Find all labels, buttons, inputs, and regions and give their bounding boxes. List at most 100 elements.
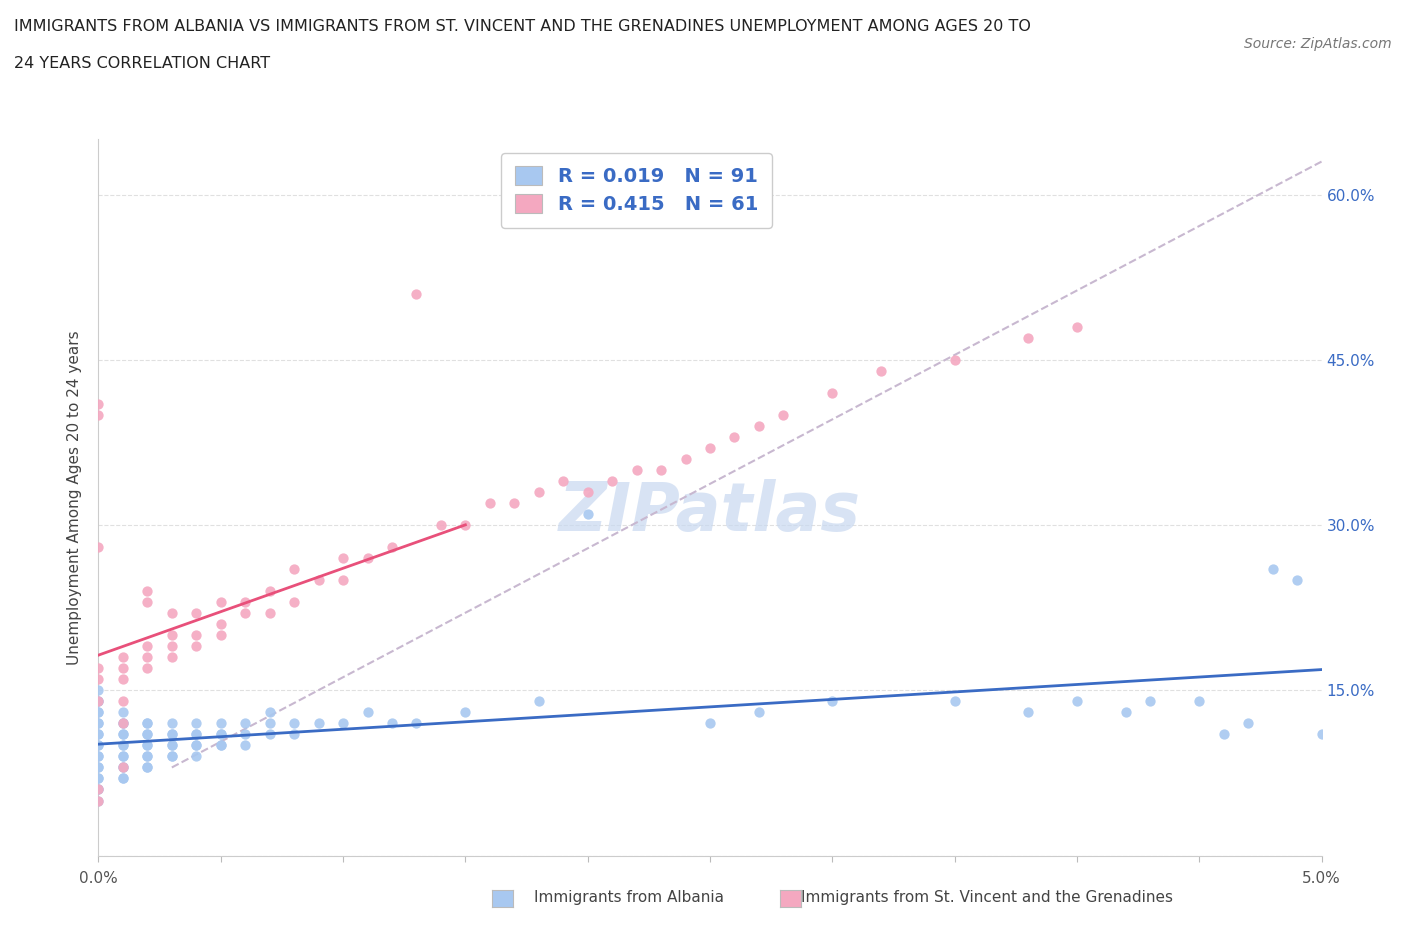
Point <box>186 738 208 753</box>
Point <box>283 727 305 742</box>
Point <box>356 551 378 565</box>
Point <box>111 749 134 764</box>
Point <box>136 749 159 764</box>
Point <box>527 694 550 709</box>
Legend: R = 0.019   N = 91, R = 0.415   N = 61: R = 0.019 N = 91, R = 0.415 N = 61 <box>502 153 772 228</box>
Point <box>1139 694 1161 709</box>
Point <box>430 518 453 533</box>
Point <box>111 760 134 775</box>
Point <box>1066 694 1088 709</box>
Point <box>111 661 134 676</box>
Point <box>111 727 134 742</box>
Point <box>87 771 110 786</box>
Point <box>87 793 110 808</box>
Point <box>1066 319 1088 334</box>
Point <box>870 364 893 379</box>
Point <box>87 738 110 753</box>
Point <box>527 485 550 499</box>
Point <box>332 716 354 731</box>
Point <box>405 286 427 301</box>
Point <box>478 496 501 511</box>
Y-axis label: Unemployment Among Ages 20 to 24 years: Unemployment Among Ages 20 to 24 years <box>67 330 83 665</box>
Point <box>111 694 134 709</box>
Point <box>259 584 281 599</box>
Point <box>772 407 794 422</box>
Point <box>233 716 256 731</box>
Point <box>111 716 134 731</box>
Point <box>1310 727 1333 742</box>
Point <box>259 727 281 742</box>
Point <box>259 605 281 620</box>
Point <box>87 694 110 709</box>
Point <box>111 738 134 753</box>
Point <box>111 650 134 665</box>
Point <box>1017 330 1039 345</box>
Point <box>87 705 110 720</box>
Point <box>748 418 770 433</box>
Point <box>160 727 183 742</box>
Point <box>209 716 232 731</box>
Point <box>111 749 134 764</box>
Text: IMMIGRANTS FROM ALBANIA VS IMMIGRANTS FROM ST. VINCENT AND THE GRENADINES UNEMPL: IMMIGRANTS FROM ALBANIA VS IMMIGRANTS FR… <box>14 19 1031 33</box>
Point <box>209 628 232 643</box>
Point <box>87 705 110 720</box>
Point <box>87 760 110 775</box>
Point <box>111 705 134 720</box>
Point <box>209 738 232 753</box>
Point <box>111 760 134 775</box>
Point <box>233 595 256 610</box>
Point <box>136 760 159 775</box>
Point <box>136 661 159 676</box>
Point <box>136 639 159 654</box>
Point <box>87 760 110 775</box>
Point <box>87 782 110 797</box>
Point <box>111 671 134 686</box>
Point <box>87 539 110 554</box>
Point <box>454 705 477 720</box>
Point <box>87 738 110 753</box>
Point <box>283 595 305 610</box>
Point <box>136 738 159 753</box>
Point <box>626 462 648 477</box>
Point <box>111 760 134 775</box>
Point <box>283 562 305 577</box>
Point <box>136 584 159 599</box>
Point <box>1188 694 1211 709</box>
Point <box>87 694 110 709</box>
Point <box>136 749 159 764</box>
Point <box>111 727 134 742</box>
Point <box>332 573 354 588</box>
Point <box>1237 716 1260 731</box>
Point <box>209 617 232 631</box>
Point <box>186 727 208 742</box>
Point <box>943 694 966 709</box>
Point <box>233 605 256 620</box>
Point <box>821 694 844 709</box>
Point <box>576 507 599 522</box>
Point <box>209 595 232 610</box>
Point <box>308 716 330 731</box>
Point <box>723 430 745 445</box>
Point <box>186 639 208 654</box>
Point <box>186 738 208 753</box>
Point <box>87 407 110 422</box>
Point <box>136 727 159 742</box>
Point <box>186 716 208 731</box>
Point <box>259 716 281 731</box>
Point <box>87 671 110 686</box>
Point <box>186 605 208 620</box>
Point <box>136 650 159 665</box>
Point <box>160 650 183 665</box>
Point <box>160 628 183 643</box>
Point <box>87 782 110 797</box>
Point <box>160 605 183 620</box>
Point <box>699 716 721 731</box>
Point <box>186 749 208 764</box>
Point <box>748 705 770 720</box>
Point <box>1261 562 1284 577</box>
Point <box>699 441 721 456</box>
Point <box>87 683 110 698</box>
Point <box>943 352 966 367</box>
Point <box>136 738 159 753</box>
Point <box>160 749 183 764</box>
